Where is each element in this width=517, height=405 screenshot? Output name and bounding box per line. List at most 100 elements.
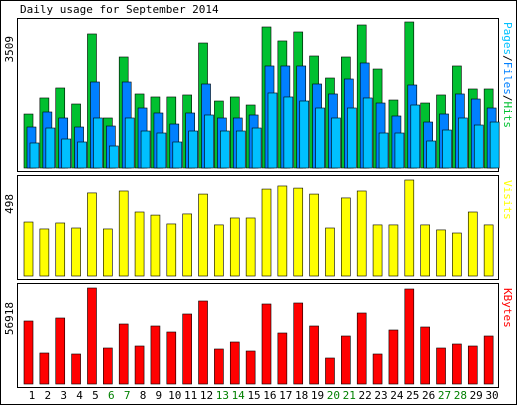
x-tick-label: 6: [108, 389, 115, 402]
bar: [39, 228, 50, 277]
bar: [309, 193, 319, 277]
x-tick-label: 23: [374, 389, 387, 402]
bar: [182, 313, 192, 385]
y-tick-label: 498: [3, 194, 16, 214]
bar: [458, 117, 468, 169]
bar: [362, 97, 373, 169]
bar: [483, 224, 494, 277]
bar: [118, 323, 129, 385]
bar: [404, 288, 415, 385]
x-tick-label: 13: [216, 389, 229, 402]
bar: [71, 227, 81, 277]
x-tick-label: 22: [359, 389, 372, 402]
x-tick-label: 10: [168, 389, 181, 402]
bar: [45, 127, 56, 169]
bar: [214, 348, 224, 385]
bar: [372, 353, 383, 385]
x-tick-label: 3: [60, 389, 67, 402]
x-tick-label: 18: [295, 389, 308, 402]
legend-entry: Files: [501, 62, 514, 95]
x-tick-label: 8: [140, 389, 147, 402]
bar: [55, 222, 66, 277]
bar: [140, 130, 151, 169]
bar: [124, 117, 135, 169]
bar: [372, 224, 383, 277]
bar: [404, 179, 415, 277]
chart-title: Daily usage for September 2014: [20, 3, 219, 16]
bar: [87, 192, 97, 277]
bar: [251, 127, 262, 169]
legend: KBytes: [501, 288, 514, 328]
x-tick-label: 30: [485, 389, 498, 402]
bar: [277, 332, 288, 385]
bar: [467, 345, 478, 385]
bar: [182, 213, 192, 277]
bar: [483, 335, 494, 385]
panel-frame: [17, 175, 499, 280]
bar: [473, 124, 484, 169]
legend-separator: /: [501, 95, 514, 102]
x-tick-label: 1: [29, 389, 36, 402]
bar: [204, 114, 214, 169]
bar: [55, 317, 66, 385]
y-tick-label: 56918: [3, 302, 16, 335]
bar: [436, 229, 446, 277]
bar: [166, 223, 177, 277]
bar: [166, 331, 177, 385]
bar: [299, 100, 310, 169]
bar: [378, 132, 389, 169]
x-tick-label: 14: [232, 389, 246, 402]
legend-entry: Visits: [501, 180, 514, 220]
legend-entry: KBytes: [501, 288, 514, 328]
bar: [245, 217, 256, 277]
bar: [235, 130, 246, 169]
x-tick-label: 15: [247, 389, 260, 402]
bar: [134, 211, 145, 277]
bar: [220, 130, 230, 169]
bar: [61, 138, 72, 169]
bar: [388, 224, 399, 277]
panel-frame: [17, 283, 499, 388]
x-tick-label: 24: [390, 389, 404, 402]
bar: [341, 335, 351, 385]
bar: [134, 345, 145, 385]
bar: [71, 353, 81, 385]
bar: [356, 190, 367, 277]
bar: [261, 188, 272, 277]
bar: [420, 224, 430, 277]
bar: [388, 329, 399, 385]
x-tick-label: 17: [279, 389, 292, 402]
bar: [283, 96, 294, 169]
x-tick-label: 9: [156, 389, 163, 402]
bar: [341, 197, 351, 277]
x-tick-label: 19: [311, 389, 324, 402]
bar: [29, 142, 40, 169]
bar: [109, 145, 119, 169]
legend-separator: /: [501, 55, 514, 62]
bar: [394, 132, 405, 169]
x-tick-label: 29: [470, 389, 483, 402]
bar: [118, 190, 129, 277]
legend: Visits: [501, 180, 514, 220]
bar: [198, 193, 208, 277]
bar: [410, 104, 421, 169]
bar: [420, 326, 430, 385]
x-tick-label: 20: [327, 389, 340, 402]
bar: [172, 141, 183, 169]
x-tick-label: 25: [406, 389, 419, 402]
bar: [23, 221, 34, 277]
bar: [452, 232, 462, 277]
y-tick-label: 3509: [3, 36, 16, 63]
bar: [245, 350, 256, 385]
bar: [325, 227, 335, 277]
bar: [156, 132, 167, 169]
bar: [467, 211, 478, 277]
x-tick-label: 27: [438, 389, 451, 402]
bar: [356, 312, 367, 385]
bar: [23, 320, 34, 385]
bar: [150, 214, 161, 277]
x-tick-label: 11: [184, 389, 197, 402]
bar: [293, 187, 304, 277]
x-tick-label: 2: [44, 389, 51, 402]
x-tick-label: 21: [343, 389, 356, 402]
